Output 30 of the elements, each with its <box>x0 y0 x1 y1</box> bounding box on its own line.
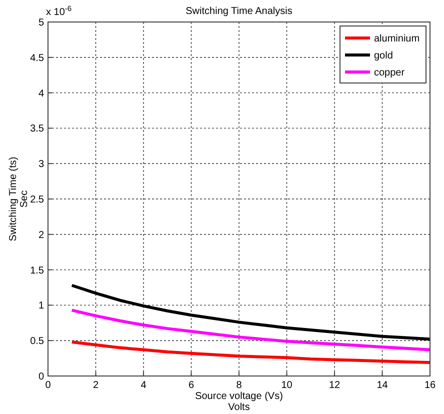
x-tick-label: 16 <box>424 380 436 391</box>
y-tick-label: 4 <box>38 88 44 100</box>
x-tick-label: 8 <box>236 380 242 391</box>
y-tick-label: 0.5 <box>30 336 44 348</box>
x-tick-label: 6 <box>188 380 194 391</box>
text: x 10$^{-6}$ <box>46 4 72 18</box>
x-axis-title: Source voltage (Vs) Volts <box>195 391 283 413</box>
legend-label: aluminium <box>374 34 420 44</box>
y-tick-label: 2 <box>38 230 44 241</box>
legend-label: copper <box>374 68 406 78</box>
line-series <box>70 284 432 341</box>
y-tick-label: 1.5 <box>30 265 44 276</box>
x-tick-label: 14 <box>376 380 388 391</box>
x-tick-label: 2 <box>92 380 99 391</box>
y-tick-label: 4.5 <box>30 52 44 64</box>
y-tick-label: 3 <box>38 159 44 170</box>
x-tick-label: 0 <box>45 380 52 391</box>
y-tick-label: 1 <box>38 300 44 312</box>
y-tick-label: 5 <box>38 18 44 28</box>
y-tick-label: 0 <box>38 372 44 382</box>
y-tick-label: 2.5 <box>30 194 44 206</box>
x-tick-label: 12 <box>328 380 340 391</box>
line-series <box>70 308 432 352</box>
y-tick-label: 3.5 <box>30 124 44 135</box>
x-tick-label: 4 <box>140 380 147 391</box>
y-axis-title: Switching Time (ts) Sec <box>8 156 30 242</box>
line-series <box>70 340 432 364</box>
x-tick-label: 10 <box>281 380 293 391</box>
legend-label: gold <box>374 50 393 62</box>
chart-title: Switching Time Analysis <box>186 6 292 17</box>
